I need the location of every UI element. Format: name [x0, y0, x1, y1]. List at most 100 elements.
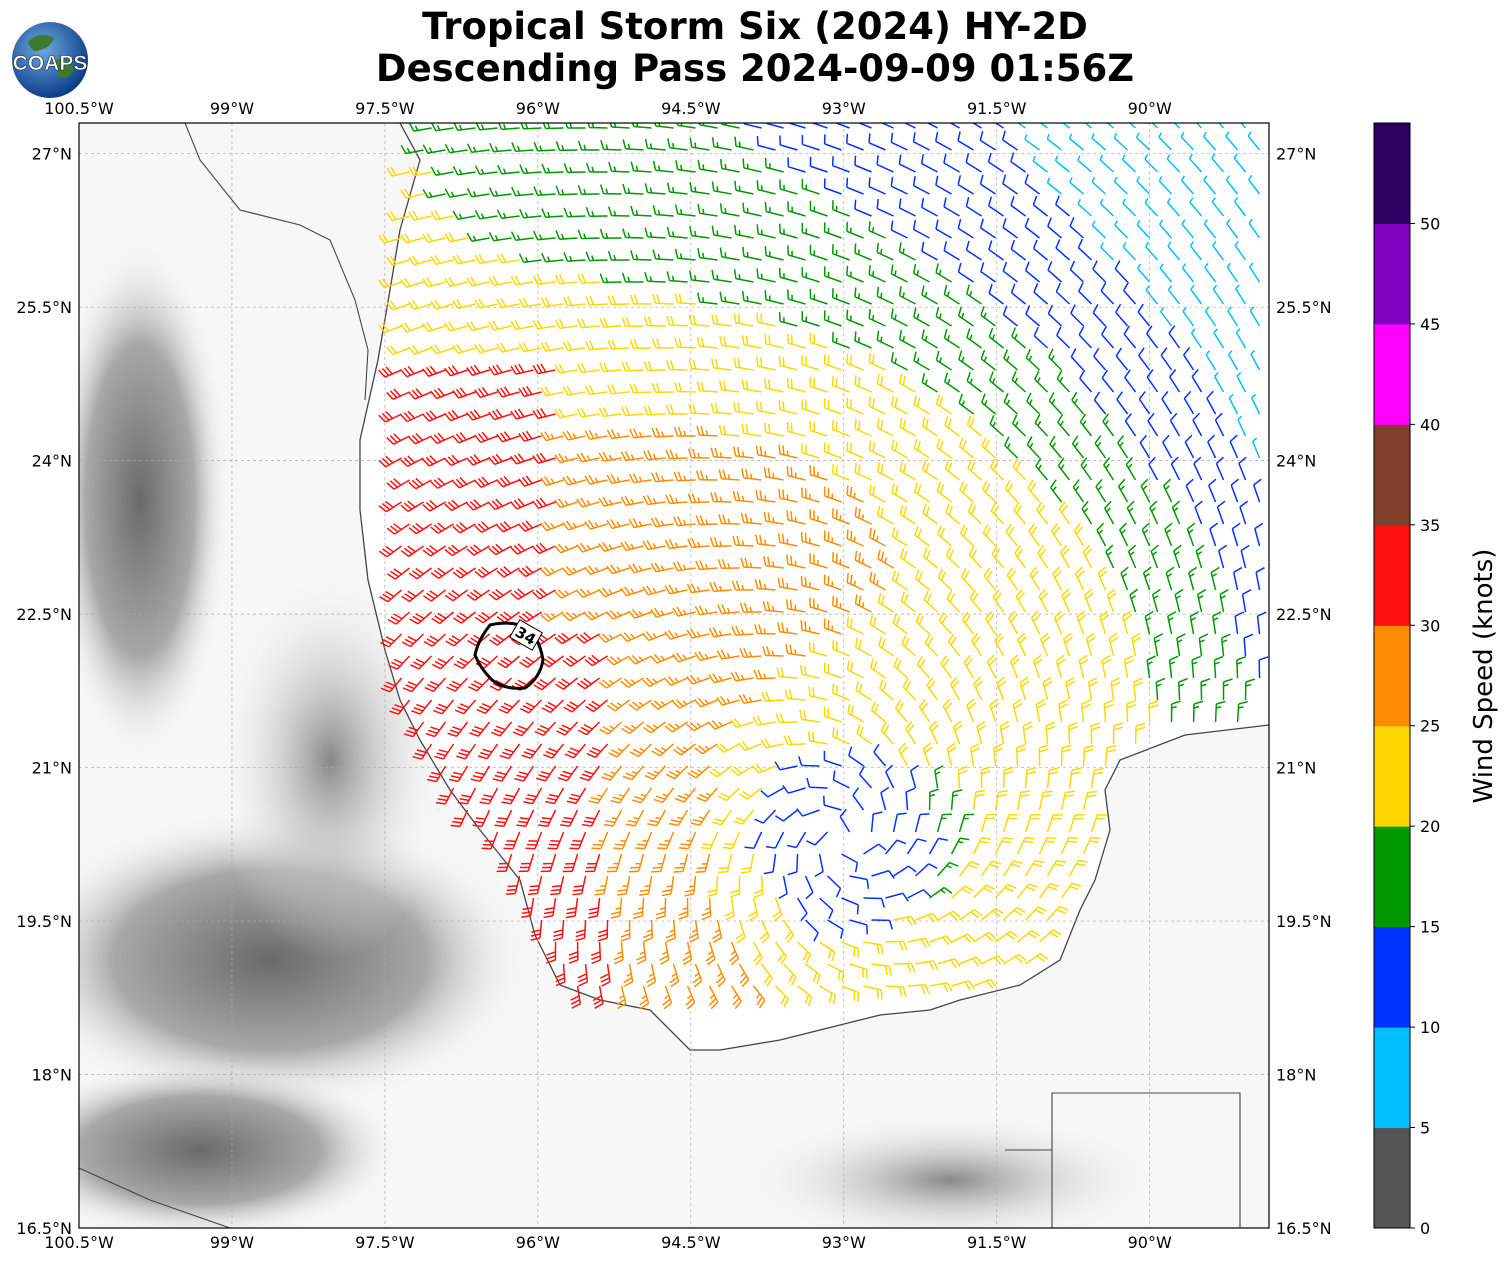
wind-barb [968, 546, 983, 569]
wind-barb [1074, 566, 1085, 591]
wind-barb [576, 452, 600, 463]
wind-barb [801, 223, 820, 239]
wind-barb [1059, 544, 1071, 569]
wind-barb [800, 620, 820, 635]
wind-barb [913, 351, 930, 371]
wind-barb [453, 611, 477, 624]
coastline [359, 123, 1269, 1051]
wind-barb [378, 233, 402, 244]
wind-barb [474, 298, 498, 309]
wind-barb [921, 373, 938, 393]
wind-barb [891, 439, 908, 459]
wind-barb [1026, 436, 1041, 459]
wind-barb [474, 521, 498, 534]
wind-barb [696, 336, 718, 349]
wind-barb [511, 186, 534, 197]
wind-barb [1108, 632, 1119, 657]
wind-barb [1082, 790, 1098, 811]
wind-barb [1117, 435, 1129, 459]
wind-barb [1024, 859, 1045, 877]
wind-barb [1073, 522, 1085, 547]
wind-barb [892, 812, 907, 833]
wind-barb [613, 831, 631, 850]
wind-barb [711, 225, 732, 239]
wind-barb [868, 308, 886, 327]
wind-barb [915, 863, 938, 877]
wind-barb [387, 611, 411, 625]
wind-barb [760, 963, 773, 987]
wind-barb [854, 594, 872, 613]
wind-barb [785, 643, 806, 657]
wind-barb [1079, 413, 1093, 437]
wind-barb [724, 897, 735, 921]
wind-barb [868, 528, 886, 547]
wind-barb [682, 941, 693, 966]
wind-barb [719, 291, 740, 305]
wind-barb [697, 248, 718, 261]
wind-barb [1046, 133, 1063, 151]
logo-text: COAPS [13, 52, 88, 75]
wind-barb [957, 175, 974, 195]
wind-barb [1068, 133, 1085, 151]
us-coast-islands [184, 123, 369, 401]
wind-barb [408, 477, 432, 490]
wind-barb [1203, 219, 1217, 239]
wind-barb [519, 164, 542, 175]
wind-barb [943, 241, 960, 261]
wind-barb [756, 136, 776, 151]
colorbar-bin [1374, 725, 1410, 827]
wind-barb [1119, 522, 1129, 547]
wind-barb [488, 320, 512, 331]
wind-barb [378, 323, 402, 334]
wind-barb [944, 372, 960, 393]
wind-barb [995, 930, 1019, 943]
terrain-shading [730, 1110, 1170, 1228]
wind-barb [532, 319, 556, 330]
lon-tick-label: 93°W [822, 1233, 866, 1252]
wind-barb [1144, 154, 1159, 173]
wind-barb [1017, 929, 1040, 943]
wind-barb [1148, 456, 1159, 481]
wind-barb [1033, 283, 1049, 305]
wind-barb [532, 587, 556, 600]
wind-barb [846, 353, 864, 371]
wind-barb [1227, 306, 1239, 327]
wind-barb [943, 153, 960, 173]
wind-barb [445, 633, 469, 647]
wind-barb [430, 567, 454, 579]
wind-barb [644, 138, 666, 151]
wind-barb [687, 493, 710, 504]
wind-barb [651, 427, 674, 438]
wind-barb [452, 210, 476, 221]
wind-barb [903, 123, 916, 129]
wind-barb [902, 678, 917, 701]
wind-barb [642, 721, 666, 734]
wind-barb [923, 590, 939, 613]
wind-barb [1117, 478, 1129, 503]
wind-barb [1244, 678, 1256, 701]
wind-barb [958, 861, 980, 877]
wind-barb [568, 941, 579, 964]
wind-barb [488, 364, 512, 376]
wind-barb [760, 738, 784, 749]
wind-barb [408, 432, 432, 445]
wind-barb [474, 210, 498, 220]
lon-tick-label: 91.5°W [967, 1233, 1027, 1252]
wind-barb [738, 693, 762, 705]
wind-barb [921, 241, 938, 261]
wind-barb [1057, 413, 1071, 437]
wind-barb [980, 860, 1002, 877]
wind-barb [1140, 478, 1151, 503]
wind-barb [518, 853, 535, 873]
wind-barb [731, 580, 754, 591]
wind-barb [569, 831, 587, 850]
wind-barb [563, 699, 587, 713]
wind-barb [452, 254, 476, 265]
wind-barb [1226, 218, 1239, 239]
wind-barb [665, 449, 688, 460]
wind-barb [943, 285, 960, 305]
wind-barb [1241, 589, 1252, 613]
wind-barb [474, 165, 498, 176]
wind-barb [544, 787, 565, 805]
wind-barb [1189, 611, 1199, 635]
